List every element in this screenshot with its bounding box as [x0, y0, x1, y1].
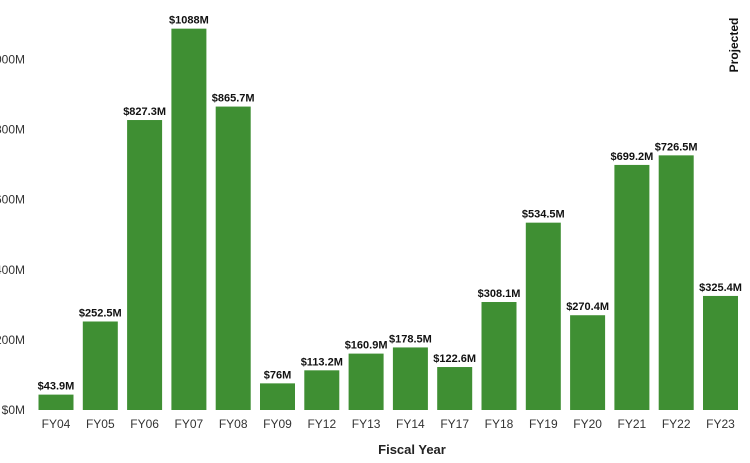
bar-value-label: $699.2M	[610, 151, 653, 163]
bar	[703, 295, 738, 410]
bar	[570, 315, 606, 410]
x-tick-label: FY18	[485, 417, 514, 431]
y-tick-label: $200M	[0, 333, 25, 347]
bar	[481, 302, 517, 410]
x-tick-label: FY07	[175, 417, 204, 431]
x-tick-label: FY04	[42, 417, 71, 431]
bar-value-label: $160.9M	[345, 340, 388, 352]
bar-value-label: $76M	[264, 369, 292, 381]
bar	[437, 367, 473, 410]
bar-value-label: $178.5M	[389, 333, 432, 345]
bar	[392, 347, 428, 410]
y-tick-label: $1000M	[0, 53, 25, 67]
x-tick-label: FY23	[706, 417, 735, 431]
bar-value-label: $534.5M	[522, 209, 565, 221]
bar	[260, 383, 295, 410]
bar	[304, 370, 340, 410]
bar-value-label: $827.3M	[123, 106, 166, 118]
x-tick-label: FY13	[352, 417, 381, 431]
bar	[348, 353, 384, 410]
bars	[38, 28, 738, 411]
x-tick-label: FY17	[440, 417, 469, 431]
y-tick-label: $800M	[0, 123, 25, 137]
x-tick-label: FY05	[86, 417, 115, 431]
y-tick-label: $400M	[0, 263, 25, 277]
y-axis-ticks: $0M $200M $400M $600M $800M $1000M	[0, 53, 25, 418]
bar	[658, 155, 694, 410]
bar	[525, 222, 561, 410]
bar-value-label: $43.9M	[38, 381, 75, 393]
x-tick-label: FY19	[529, 417, 558, 431]
bar-value-label: $113.2M	[301, 356, 343, 368]
x-tick-label: FY09	[263, 417, 292, 431]
x-tick-label: FY06	[130, 417, 159, 431]
x-tick-label: FY08	[219, 417, 248, 431]
bar-value-label: $252.5M	[79, 307, 122, 319]
bar-value-label: $270.4M	[566, 301, 609, 313]
x-tick-label: FY14	[396, 417, 425, 431]
bar-value-label: $1088M	[169, 15, 209, 27]
projected-annotation: Projected	[727, 18, 741, 73]
bar-value-label: $308.1M	[478, 288, 521, 300]
bar	[215, 106, 251, 411]
bar-value-label: $325.4M	[699, 282, 742, 294]
bar-value-label: $122.6M	[433, 353, 476, 365]
x-axis-tick-labels: FY04 FY05 FY06 FY07 FY08 FY09 FY12 FY13 FY14 FY17…	[42, 417, 736, 431]
x-axis-title: Fiscal Year	[378, 442, 446, 457]
bar	[171, 28, 207, 410]
bar-value-label: $726.5M	[655, 141, 698, 153]
data-labels: $43.9M $252.5M $827.3M $1088M $865.7M $76M $11…	[38, 15, 742, 393]
x-tick-label: FY21	[618, 417, 647, 431]
y-tick-label: $0M	[2, 403, 25, 417]
bar-value-label: $865.7M	[212, 93, 255, 105]
y-tick-label: $600M	[0, 193, 25, 207]
bar	[38, 394, 74, 410]
bar	[82, 321, 118, 410]
bar	[127, 120, 163, 411]
x-tick-label: FY12	[307, 417, 336, 431]
x-tick-label: FY22	[662, 417, 691, 431]
x-tick-label: FY20	[573, 417, 602, 431]
bar	[614, 164, 650, 410]
